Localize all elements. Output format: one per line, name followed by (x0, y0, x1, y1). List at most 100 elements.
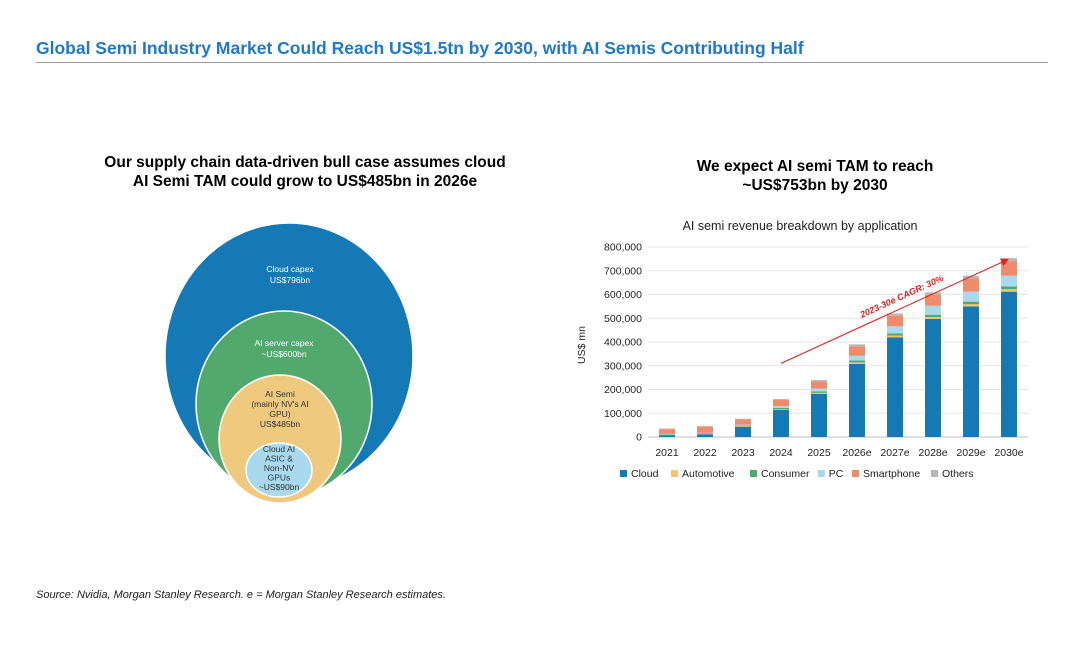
source-note: Source: Nvidia, Morgan Stanley Research.… (36, 589, 446, 601)
right-panel-heading: We expect AI semi TAM to reach ~US$753bn… (640, 157, 990, 195)
bar-automotive-2027e (887, 335, 903, 338)
bar-cloud-2029e (963, 306, 979, 438)
bar-consumer-2030e (1001, 286, 1017, 290)
bar-cloud-2028e (925, 318, 941, 437)
legend-label-automotive: Automotive (682, 468, 735, 480)
bar-pc-2030e (1001, 275, 1017, 287)
x-tick-label: 2026e (842, 447, 871, 459)
circle-label-2-line-1: (mainly NV's AI (251, 399, 308, 409)
bar-consumer-2025 (811, 391, 827, 393)
bar-pc-2022 (697, 432, 713, 434)
circle-label-3-line-1: ASIC & (265, 454, 293, 464)
y-tick-label: 400,000 (604, 337, 642, 349)
y-tick-label: 300,000 (604, 360, 642, 372)
bar-smartphone-2029e (963, 278, 979, 292)
cagr-arrow-head (1000, 258, 1009, 266)
bar-smartphone-2030e (1001, 261, 1017, 276)
bar-smartphone-2028e (925, 294, 941, 306)
bar-consumer-2027e (887, 333, 903, 336)
bar-consumer-2028e (925, 314, 941, 318)
y-tick-label: 800,000 (604, 242, 642, 254)
chart-title: AI semi revenue breakdown by application (683, 219, 918, 233)
bar-automotive-2025 (811, 392, 827, 394)
bar-others-2026e (849, 344, 865, 347)
bar-others-2023 (735, 418, 751, 420)
chart-bars (659, 258, 1017, 438)
circle-label-1-line-0: AI server capex (254, 338, 314, 348)
bar-smartphone-2021 (659, 429, 675, 434)
bar-smartphone-2023 (735, 419, 751, 425)
bar-smartphone-2025 (811, 381, 827, 389)
legend-swatch-smartphone (852, 470, 859, 477)
bar-consumer-2023 (735, 425, 751, 427)
legend-label-pc: PC (829, 468, 844, 480)
ai-semi-revenue-chart: AI semi revenue breakdown by application… (576, 219, 1028, 480)
bar-others-2024 (773, 399, 789, 400)
right-heading-line-1: We expect AI semi TAM to reach (696, 158, 934, 175)
bar-pc-2028e (925, 305, 941, 315)
circle-label-3-line-4: ~US$90bn (259, 482, 300, 492)
bar-cloud-2025 (811, 393, 827, 437)
chart-legend: Cloud Automotive Consumer PC Smartphone Other… (620, 468, 974, 480)
page-title: Global Semi Industry Market Could Reach … (36, 38, 804, 58)
legend-swatch-cloud (620, 470, 627, 477)
bar-smartphone-2027e (887, 315, 903, 327)
bar-smartphone-2024 (773, 399, 789, 407)
bar-others-2021 (659, 428, 675, 430)
bar-cloud-2022 (697, 434, 713, 437)
bar-others-2025 (811, 380, 827, 382)
bar-consumer-2024 (773, 407, 789, 409)
bar-pc-2025 (811, 388, 827, 392)
legend-swatch-consumer (750, 470, 757, 477)
bar-consumer-2022 (697, 433, 713, 435)
bar-pc-2026e (849, 355, 865, 361)
bar-cloud-2026e (849, 363, 865, 437)
circle-cloud-ai-asic (245, 442, 313, 498)
legend-label-others: Others (942, 468, 974, 480)
bar-others-2029e (963, 275, 979, 279)
x-tick-label: 2030e (994, 447, 1023, 459)
bar-automotive-2026e (849, 362, 865, 364)
y-axis-label: US$ mn (576, 326, 588, 364)
cagr-arrow-line (780, 260, 1006, 364)
bar-cloud-2024 (773, 409, 789, 437)
left-heading-line-1: Our supply chain data-driven bull case a… (104, 154, 506, 171)
bar-automotive-2030e (1001, 289, 1017, 292)
x-tick-label: 2021 (655, 447, 679, 459)
legend-swatch-pc (817, 470, 825, 477)
bar-cloud-2027e (887, 337, 903, 437)
title-divider (36, 62, 1048, 63)
circle-label-2-line-2: GPU) (269, 409, 290, 419)
y-tick-label: 700,000 (604, 265, 642, 277)
x-tick-label: 2029e (956, 447, 985, 459)
x-tick-label: 2028e (918, 447, 947, 459)
bar-others-2022 (697, 425, 713, 427)
circle-label-2-line-3: US$485bn (260, 419, 300, 429)
bar-pc-2027e (887, 326, 903, 334)
x-tick-label: 2022 (693, 447, 717, 459)
x-tick-label: 2023 (731, 447, 755, 459)
bar-smartphone-2026e (849, 346, 865, 356)
legend-swatch-automotive (671, 470, 678, 477)
bar-others-2027e (887, 313, 903, 316)
circle-label-0-line-0: Cloud capex (266, 264, 314, 274)
bar-pc-2029e (963, 291, 979, 302)
y-tick-label: 600,000 (604, 289, 642, 301)
bar-pc-2023 (735, 424, 751, 426)
x-tick-label: 2025 (807, 447, 831, 459)
bar-others-2030e (1001, 258, 1017, 262)
bar-automotive-2028e (925, 317, 941, 319)
left-panel-heading: Our supply chain data-driven bull case a… (80, 153, 530, 191)
bar-automotive-2024 (773, 408, 789, 410)
circle-label-3-line-0: Cloud AI (263, 444, 295, 454)
y-tick-label: 200,000 (604, 384, 642, 396)
bar-cloud-2023 (735, 426, 751, 437)
circle-label-2-line-0: AI Semi (265, 389, 295, 399)
circle-label-3-line-3: GPUs (268, 473, 291, 483)
y-tick-label: 500,000 (604, 313, 642, 325)
legend-label-consumer: Consumer (761, 468, 810, 480)
bar-consumer-2026e (849, 360, 865, 363)
chart-y-ticks: 0 100,000 200,000 300,000 400,000 500,000 600,… (604, 242, 642, 444)
